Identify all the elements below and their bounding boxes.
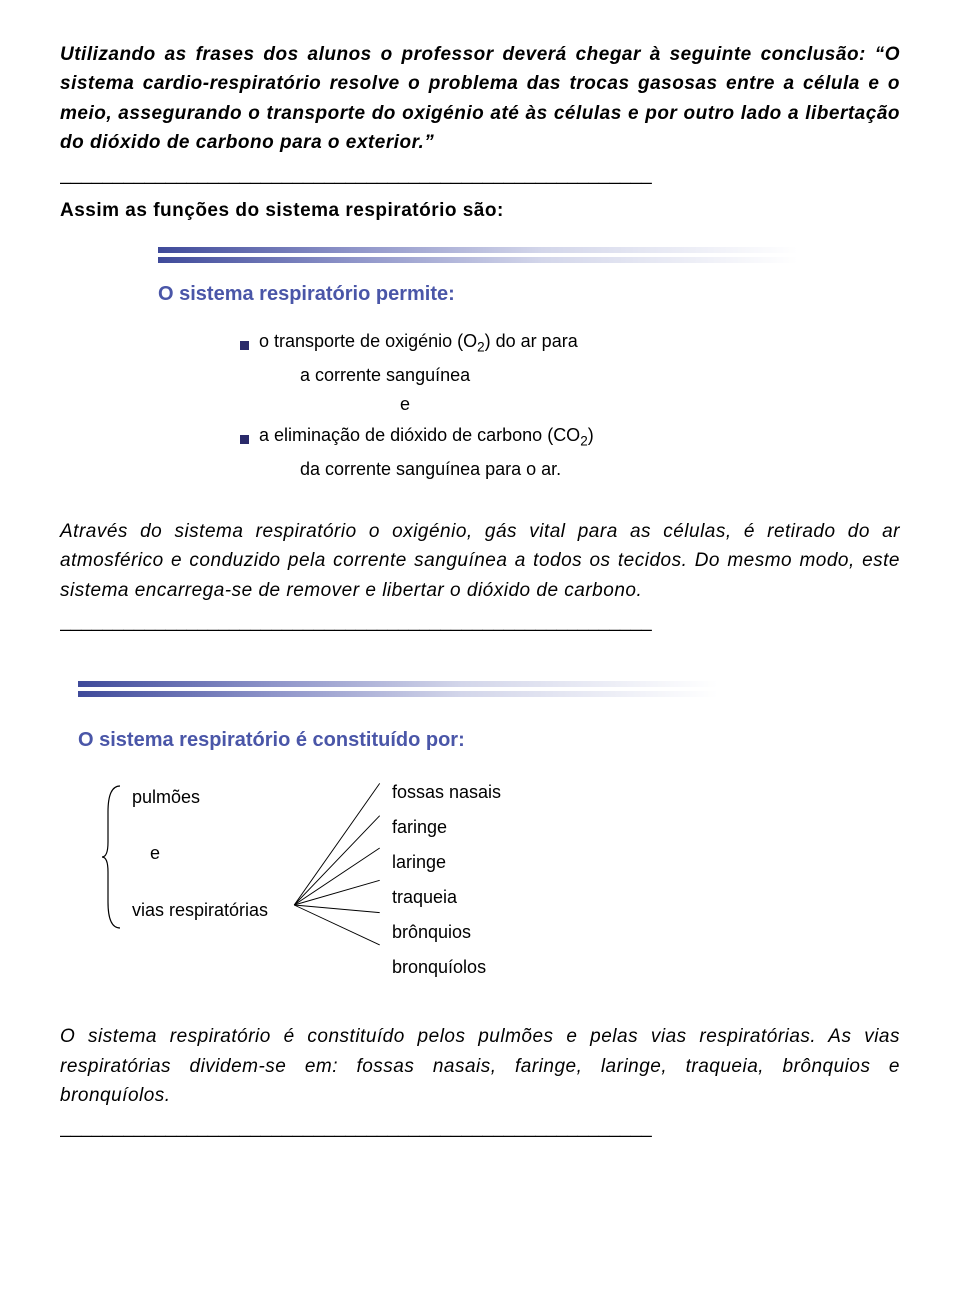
bullet-item: a eliminação de dióxido de carbono (CO2) [240, 422, 900, 452]
gradient-bar-icon [78, 681, 718, 699]
gradient-bar-icon [158, 247, 798, 265]
functions-lead: Assim as funções do sistema respiratório… [60, 196, 900, 225]
brace-icon [100, 782, 126, 932]
bullet-connector: e [400, 391, 900, 418]
structure-diagram: pulmões e vias respiratórias fossas nasa… [100, 782, 900, 982]
right-item: faringe [392, 817, 501, 838]
section2-title: O sistema respiratório é constituído por… [78, 729, 900, 752]
divider-1: ________________________________________… [60, 164, 900, 186]
bullet-text: o transporte de oxigénio (O2) do ar para [259, 328, 578, 358]
bullet-item: o transporte de oxigénio (O2) do ar para [240, 328, 900, 358]
section1-title: O sistema respiratório permite: [158, 283, 900, 306]
section1-bullets: o transporte de oxigénio (O2) do ar para… [240, 328, 900, 483]
right-item: traqueia [392, 887, 501, 908]
fan-lines-icon [286, 772, 386, 962]
closing-paragraph: O sistema respiratório é constituído pel… [60, 1022, 900, 1110]
square-bullet-icon [240, 435, 249, 444]
right-item: fossas nasais [392, 782, 501, 803]
divider-3: ________________________________________… [60, 1117, 900, 1139]
left-item-bottom: vias respiratórias [132, 899, 296, 922]
explanation-paragraph: Através do sistema respiratório o oxigén… [60, 517, 900, 605]
right-column: fossas nasais faringe laringe traqueia b… [392, 782, 501, 978]
left-item-top: pulmões [132, 786, 296, 809]
right-item: laringe [392, 852, 501, 873]
divider-2: ________________________________________… [60, 611, 900, 633]
bullet-text: a eliminação de dióxido de carbono (CO2) [259, 422, 594, 452]
left-item-mid: e [132, 842, 296, 865]
bullet-subline: a corrente sanguínea [300, 362, 900, 389]
square-bullet-icon [240, 341, 249, 350]
right-item: brônquios [392, 922, 501, 943]
intro-paragraph: Utilizando as frases dos alunos o profes… [60, 40, 900, 158]
bullet-subline: da corrente sanguínea para o ar. [300, 456, 900, 483]
right-item: bronquíolos [392, 957, 501, 978]
left-column: pulmões e vias respiratórias [126, 782, 296, 922]
